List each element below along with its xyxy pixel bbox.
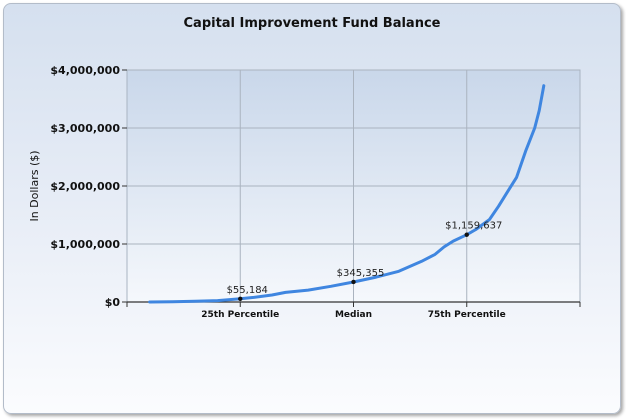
annotation-marker bbox=[464, 232, 469, 237]
annotation-label: $1,159,637 bbox=[445, 221, 502, 232]
axis-layer: $0 $1,000,000 $2,000,000 $3,000,000 $4,000,0… bbox=[50, 64, 581, 320]
x-tick-label: Median bbox=[335, 310, 372, 320]
chart-title: Capital Improvement Fund Balance bbox=[184, 16, 441, 31]
annotation-marker bbox=[238, 296, 243, 301]
y-tick-label: $1,000,000 bbox=[50, 238, 120, 251]
series-line bbox=[148, 84, 546, 304]
annotation-label: $55,184 bbox=[227, 285, 268, 296]
y-tick-label: $4,000,000 bbox=[50, 64, 120, 77]
y-tick-label: $2,000,000 bbox=[50, 180, 120, 193]
series-layer bbox=[148, 84, 546, 304]
annotation-label: $345,355 bbox=[337, 268, 385, 279]
x-tick-label: 75th Percentile bbox=[428, 310, 506, 320]
y-axis-label: In Dollars ($) bbox=[28, 150, 41, 221]
annotation-marker bbox=[351, 279, 356, 285]
annotation-layer: $55,184 $345,355 $1,159,637 bbox=[227, 221, 502, 301]
x-tick-label: 25th Percentile bbox=[201, 310, 279, 320]
y-tick-label: $0 bbox=[105, 296, 121, 309]
grid-layer bbox=[127, 69, 580, 302]
y-tick-label: $3,000,000 bbox=[50, 122, 120, 135]
